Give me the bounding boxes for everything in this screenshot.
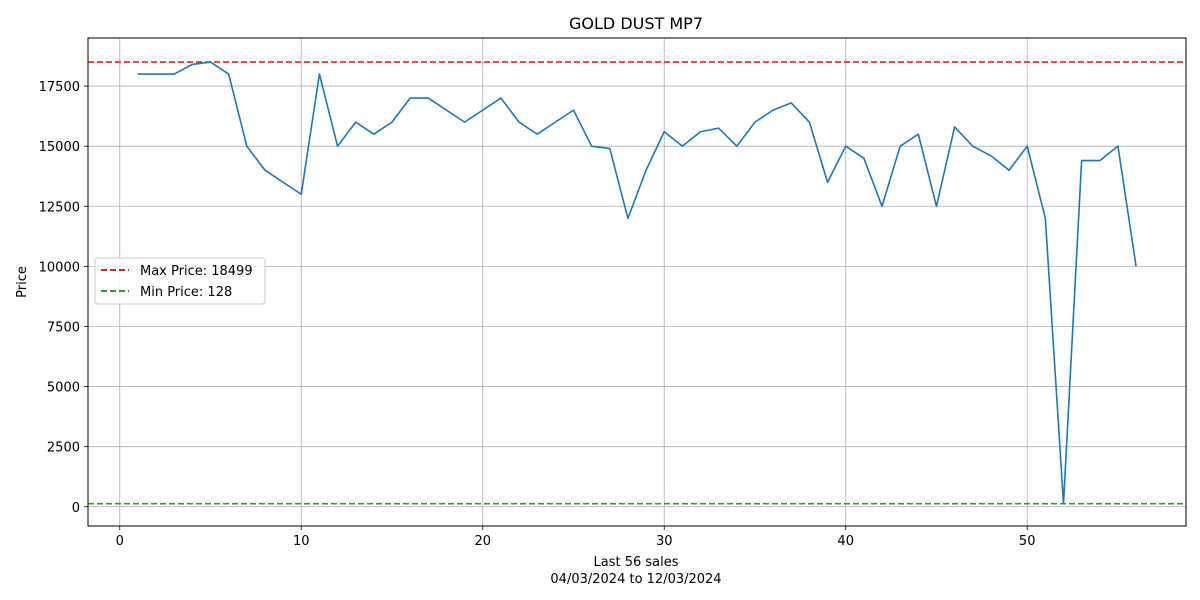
y-tick-label: 2500 [47,441,80,456]
legend: Max Price: 18499 Min Price: 128 [94,257,266,305]
y-tick-label: 12500 [39,200,80,215]
x-tick-label: 50 [1019,534,1036,549]
legend-label-min: Min Price: 128 [140,285,232,300]
x-axis-date-range: 04/03/2024 to 12/03/2024 [550,572,721,587]
plot-area-frame [87,37,1187,527]
legend-label-max: Max Price: 18499 [140,264,253,279]
grid [88,38,1186,526]
y-tick-label: 17500 [39,80,80,95]
price-series-line [137,61,1137,505]
y-tick-label: 7500 [47,320,80,335]
x-tick-label: 0 [116,534,124,549]
y-tick-label: 10000 [39,260,80,275]
x-axis-ticks: 0 10 20 30 40 50 [116,526,1036,549]
series-layer [137,61,1137,505]
y-axis-ticks: 0 2500 5000 7500 10000 12500 15000 17500 [39,80,88,516]
x-axis-label: Last 56 sales [593,555,678,570]
y-tick-label: 0 [72,501,80,516]
legend-box [94,257,266,305]
x-tick-label: 20 [474,534,491,549]
x-tick-label: 30 [656,534,673,549]
y-tick-label: 15000 [39,140,80,155]
y-axis-label: Price [15,266,30,298]
y-tick-label: 5000 [47,381,80,396]
x-tick-label: 10 [293,534,310,549]
chart-title: GOLD DUST MP7 [569,14,703,33]
reference-lines [88,61,1186,505]
x-tick-label: 40 [837,534,854,549]
